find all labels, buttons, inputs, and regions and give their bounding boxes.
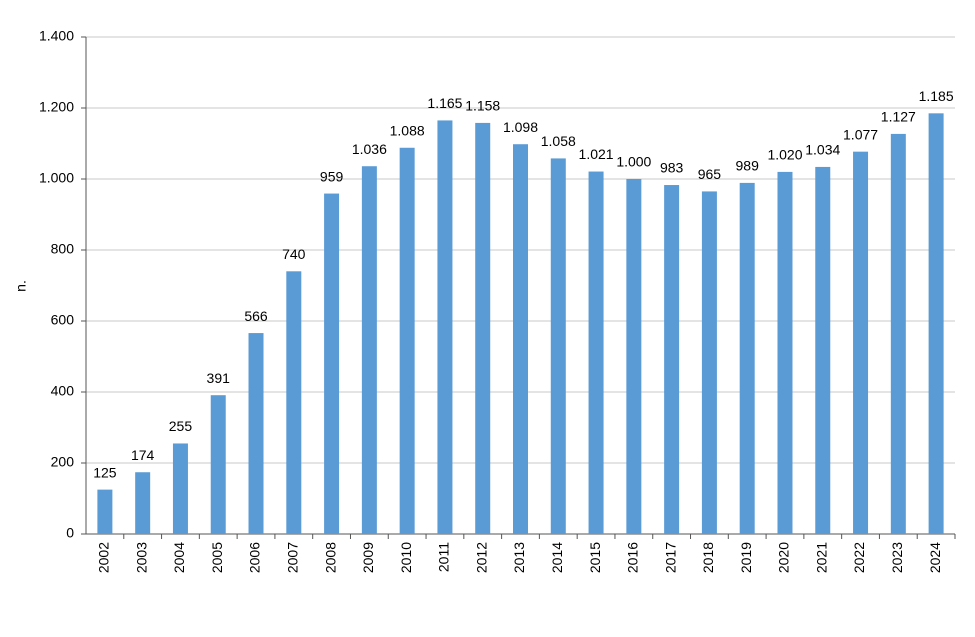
bar bbox=[172, 443, 188, 534]
y-tick-label: 1.000 bbox=[39, 170, 74, 186]
x-tick-label: 2005 bbox=[209, 542, 225, 573]
value-label: 1.058 bbox=[541, 133, 576, 149]
x-tick-label: 2015 bbox=[587, 542, 603, 573]
value-label: 1.127 bbox=[881, 109, 916, 125]
bar bbox=[890, 133, 906, 535]
value-label: 1.020 bbox=[767, 147, 802, 163]
value-label: 1.021 bbox=[579, 146, 614, 162]
value-label: 1.000 bbox=[616, 154, 651, 170]
value-label: 566 bbox=[244, 308, 268, 324]
bar bbox=[853, 151, 869, 535]
x-tick-label: 2002 bbox=[96, 542, 112, 573]
bar bbox=[210, 395, 226, 534]
x-tick-label: 2019 bbox=[738, 542, 754, 573]
bar bbox=[286, 271, 302, 534]
bar bbox=[739, 182, 755, 534]
value-label: 1.158 bbox=[465, 98, 500, 114]
x-tick-label: 2012 bbox=[473, 542, 489, 573]
y-tick-label: 800 bbox=[51, 241, 75, 257]
x-tick-label: 2011 bbox=[436, 542, 452, 572]
x-tick-label: 2013 bbox=[511, 542, 527, 573]
x-tick-label: 2022 bbox=[851, 542, 867, 573]
bar bbox=[361, 166, 377, 534]
x-tick-label: 2007 bbox=[285, 542, 301, 573]
bar bbox=[588, 171, 604, 535]
x-tick-label: 2008 bbox=[322, 542, 338, 573]
value-label: 965 bbox=[698, 166, 722, 182]
value-label: 174 bbox=[131, 447, 155, 463]
value-label: 391 bbox=[207, 370, 231, 386]
bar bbox=[815, 166, 831, 534]
x-tick-label: 2016 bbox=[625, 542, 641, 573]
bar bbox=[475, 122, 491, 534]
bar bbox=[664, 185, 680, 534]
bar bbox=[135, 472, 151, 534]
value-label: 1.165 bbox=[427, 95, 462, 111]
x-tick-label: 2020 bbox=[776, 542, 792, 573]
bar bbox=[248, 333, 264, 534]
x-tick-label: 2003 bbox=[133, 542, 149, 573]
value-label: 1.036 bbox=[352, 141, 387, 157]
bar bbox=[513, 144, 528, 534]
x-tick-label: 2004 bbox=[171, 542, 187, 573]
y-tick-label: 1.400 bbox=[39, 28, 74, 44]
value-label: 1.088 bbox=[390, 122, 425, 138]
y-tick-label: 600 bbox=[51, 312, 75, 328]
value-label: 1.077 bbox=[843, 126, 878, 142]
x-tick-label: 2006 bbox=[247, 542, 263, 573]
value-label: 989 bbox=[736, 158, 760, 174]
bar bbox=[550, 158, 566, 534]
bar bbox=[399, 147, 415, 534]
value-label: 740 bbox=[282, 246, 306, 262]
value-label: 959 bbox=[320, 168, 344, 184]
bar bbox=[701, 191, 717, 535]
x-tick-label: 2024 bbox=[927, 542, 943, 573]
x-tick-label: 2021 bbox=[813, 542, 829, 573]
bar bbox=[928, 113, 944, 534]
bar bbox=[626, 179, 642, 534]
y-tick-label: 200 bbox=[51, 454, 75, 470]
bar bbox=[437, 120, 453, 535]
value-label: 1.034 bbox=[805, 142, 840, 158]
value-label: 1.098 bbox=[503, 119, 538, 135]
y-tick-label: 400 bbox=[51, 383, 75, 399]
value-label: 1.185 bbox=[919, 88, 954, 104]
bar bbox=[97, 489, 113, 534]
x-tick-label: 2014 bbox=[549, 542, 565, 573]
x-tick-label: 2023 bbox=[889, 542, 905, 573]
x-tick-label: 2017 bbox=[662, 542, 678, 573]
value-label: 125 bbox=[93, 464, 117, 480]
x-tick-label: 2009 bbox=[360, 542, 376, 573]
value-label: 983 bbox=[660, 160, 684, 176]
x-tick-label: 2010 bbox=[398, 542, 414, 573]
x-tick-label: 2018 bbox=[700, 542, 716, 573]
bar bbox=[324, 193, 340, 534]
value-label: 255 bbox=[169, 418, 193, 434]
y-tick-label: 0 bbox=[66, 525, 74, 541]
y-axis-label: n. bbox=[13, 280, 29, 292]
y-tick-label: 1.200 bbox=[39, 99, 74, 115]
bar bbox=[777, 171, 793, 534]
